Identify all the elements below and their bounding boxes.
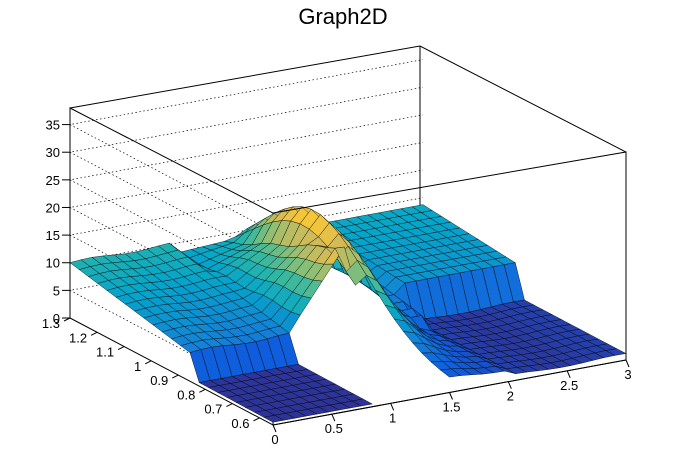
x-tick [272, 424, 277, 433]
z-tick-label: 0 [53, 311, 60, 326]
chart-title: Graph2D [298, 4, 387, 29]
x-tick [566, 370, 571, 379]
y-tick [144, 360, 152, 365]
x-tick-label: 1.5 [442, 400, 460, 415]
z-tick-label: 5 [53, 283, 60, 298]
z-tick-label: 10 [46, 256, 60, 271]
y-tick-label: 1 [134, 359, 141, 374]
y-tick-label: 0.9 [150, 373, 168, 388]
surface-cell [605, 348, 627, 356]
axes: 051015202530350.60.70.80.911.11.21.300.5… [42, 108, 632, 447]
y-tick-label: 0.6 [231, 416, 249, 431]
x-tick [507, 381, 512, 389]
y-tick [90, 331, 98, 336]
z-tick-label: 15 [46, 228, 60, 243]
y-tick [172, 374, 179, 379]
surface-cell [351, 398, 373, 407]
y-tick-label: 0.8 [177, 387, 195, 402]
y-tick [63, 317, 71, 322]
z-tick-label: 35 [46, 118, 60, 133]
y-tick-label: 1.1 [96, 345, 114, 360]
x-tick-label: 0.5 [325, 421, 343, 436]
x-tick-label: 2.5 [560, 378, 578, 393]
base-axis-lines [69, 317, 627, 426]
x-tick [390, 403, 395, 411]
surface-mesh [69, 204, 627, 423]
x-tick [331, 413, 336, 422]
x-tick-label: 2 [507, 389, 514, 404]
y-tick [226, 403, 233, 408]
x-tick-label: 0 [271, 432, 278, 447]
y-tick [199, 388, 206, 393]
y-tick-label: 0.7 [204, 402, 222, 417]
z-tick-label: 30 [46, 145, 60, 160]
y-tick-label: 1.3 [42, 316, 60, 331]
z-tick-label: 20 [46, 200, 60, 215]
y-tick [253, 417, 260, 422]
y-tick [117, 346, 125, 350]
y-tick-label: 1.2 [69, 330, 87, 345]
grid-line [68, 59, 424, 232]
x-tick-label: 3 [624, 367, 631, 382]
x-tick-label: 1 [389, 410, 396, 425]
x-tick [625, 359, 630, 368]
z-tick-label: 25 [46, 173, 60, 188]
x-tick [449, 392, 453, 400]
